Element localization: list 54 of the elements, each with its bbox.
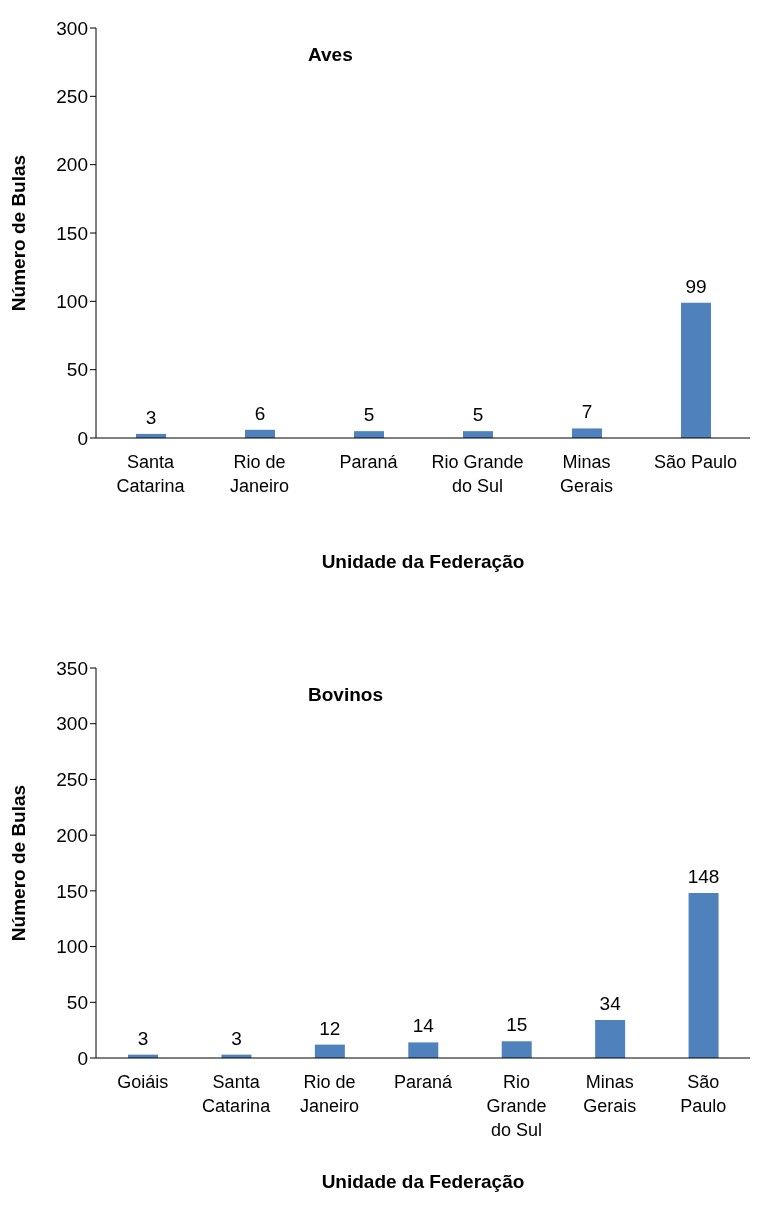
x-tick-label: São Paulo [653, 452, 738, 472]
y-tick-label: 100 [56, 291, 88, 313]
x-tick-label: Minas Gerais [559, 452, 614, 496]
y-tick-label: 350 [56, 657, 88, 679]
bar [595, 1020, 626, 1058]
data-label: 148 [687, 866, 720, 888]
data-label: 7 [581, 401, 593, 423]
x-axis-title: Unidade da Federação [321, 551, 525, 572]
data-label: 3 [137, 1027, 149, 1049]
x-tick-label: Paraná [339, 452, 399, 472]
x-tick-label: Santa Catarina [202, 1072, 272, 1116]
data-label: 99 [685, 275, 707, 297]
data-label: 34 [599, 993, 622, 1015]
bar [688, 893, 719, 1058]
bar [408, 1042, 439, 1058]
data-label: 3 [231, 1027, 242, 1049]
data-label: 12 [319, 1017, 341, 1039]
y-tick-label: 250 [56, 86, 88, 108]
text: Bovinos [308, 684, 383, 706]
bar [681, 302, 711, 438]
y-tick-label: 0 [77, 427, 88, 449]
x-tick-label: Rio Grande do Sul [486, 1072, 547, 1140]
y-axis-title: Número de Bulas [7, 784, 29, 942]
x-tick-label: Rio de Janeiro [300, 1072, 360, 1116]
y-tick-label: 100 [56, 936, 88, 958]
x-tick-label: Rio de Janeiro [229, 452, 290, 496]
y-tick-label: 150 [56, 222, 88, 244]
y-axis-title: Número de Bulas [7, 154, 29, 312]
data-label: 6 [254, 402, 266, 424]
data-label: 5 [472, 404, 484, 426]
y-tick-label: 150 [56, 880, 88, 902]
y-tick-label: 50 [66, 359, 88, 381]
y-tick-label: 200 [56, 824, 88, 846]
y-tick-label: 50 [66, 992, 88, 1014]
x-tick-label: Santa Catarina [116, 452, 186, 496]
y-tick-label: 250 [56, 769, 88, 791]
y-tick-label: 0 [77, 1047, 88, 1069]
data-label: 3 [145, 406, 157, 428]
text: Aves [308, 44, 353, 66]
x-axis-title: Unidade da Federação [321, 1171, 525, 1192]
y-tick-label: 200 [56, 154, 88, 176]
x-tick-label: Goiáis [117, 1072, 169, 1092]
data-label: 14 [412, 1015, 435, 1037]
x-tick-label: Minas Gerais [583, 1072, 637, 1116]
bar [314, 1044, 345, 1058]
y-tick-label: 300 [56, 17, 88, 39]
x-tick-label: Rio Grande do Sul [431, 452, 524, 496]
x-tick-label: São Paulo [680, 1072, 727, 1116]
y-tick-label: 300 [56, 713, 88, 735]
data-label: 5 [363, 404, 375, 426]
bar [501, 1041, 532, 1058]
data-label: 15 [506, 1014, 528, 1036]
bar [572, 428, 602, 438]
x-tick-label: Paraná [393, 1072, 454, 1092]
